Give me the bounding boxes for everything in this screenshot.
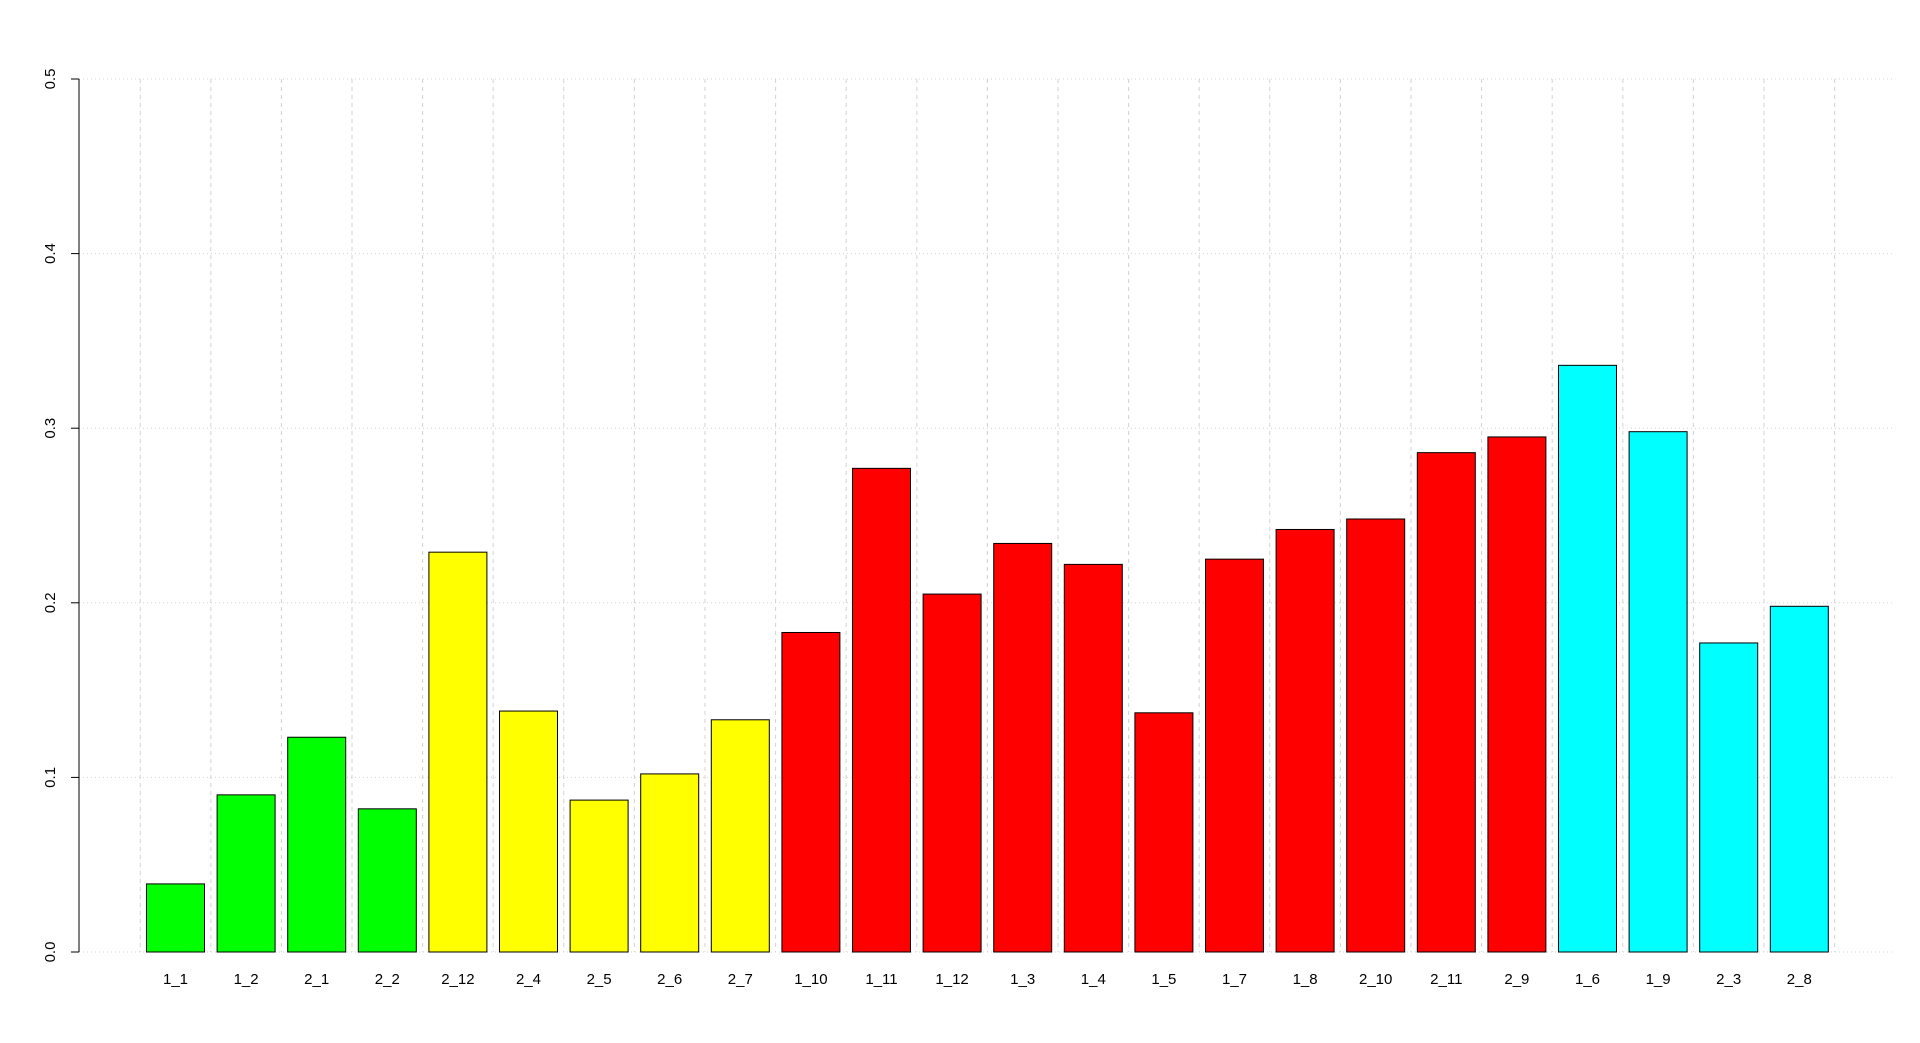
x-tick-label: 1_10 — [794, 971, 827, 988]
bar-2_12 — [428, 551, 488, 953]
grid-lines — [79, 78, 1895, 953]
bar-1_5 — [1134, 712, 1194, 953]
x-tick-label: 2_7 — [728, 971, 753, 988]
bar-1_6 — [1558, 364, 1617, 953]
bar-2_11 — [1416, 452, 1476, 953]
x-tick-label: 1_2 — [234, 971, 259, 988]
bars-group — [146, 364, 1829, 953]
bar-1_2 — [216, 794, 276, 953]
bar-1_4 — [1063, 563, 1123, 953]
x-tick-label: 1_11 — [865, 971, 897, 988]
x-tick-label: 1_3 — [1010, 971, 1035, 988]
bar-2_9 — [1487, 436, 1547, 953]
bar-2_7 — [710, 719, 770, 953]
bar-2_2 — [357, 808, 417, 953]
x-tick-label: 1_9 — [1646, 971, 1671, 988]
x-tick-label: 1_5 — [1151, 971, 1176, 988]
x-tick-label: 2_11 — [1430, 971, 1462, 988]
x-tick-label: 1_8 — [1293, 971, 1318, 988]
y-axis: 0.0 0.1 0.2 0.3 0.4 0.5 — [42, 69, 80, 963]
bar-2_3 — [1699, 642, 1759, 953]
bar-2_8 — [1769, 605, 1829, 953]
y-tick-label: 0.3 — [42, 418, 59, 439]
bar-2_4 — [499, 710, 558, 953]
x-tick-label: 2_10 — [1359, 971, 1392, 988]
bar-2_6 — [640, 773, 700, 953]
bar-1_3 — [993, 542, 1053, 953]
y-tick-label: 0.4 — [42, 243, 59, 264]
bar-1_12 — [922, 593, 982, 953]
y-tick-label: 0.1 — [42, 767, 59, 788]
bar-1_1 — [146, 883, 205, 953]
y-tick-label: 0.5 — [42, 69, 59, 90]
x-tick-label: 2_1 — [304, 971, 329, 988]
x-tick-label: 2_8 — [1787, 971, 1812, 988]
x-tick-label: 1_1 — [163, 971, 188, 988]
x-tick-label: 2_6 — [657, 971, 682, 988]
x-tick-label: 2_4 — [516, 971, 541, 988]
x-tick-label: 2_3 — [1716, 971, 1741, 988]
y-tick-label: 0.2 — [42, 592, 59, 613]
x-tick-label: 2_5 — [587, 971, 612, 988]
bar-1_11 — [852, 467, 911, 953]
bar-1_9 — [1628, 431, 1688, 953]
bar-2_10 — [1346, 518, 1406, 953]
bar-2_5 — [569, 799, 629, 953]
x-axis-labels: 1_1 1_2 2_1 2_2 2_12 2_4 2_5 2_6 2_7 1_10 1_11 1_12… — [163, 971, 1812, 988]
bar-1_10 — [781, 631, 841, 953]
x-tick-label: 2_12 — [441, 971, 474, 988]
x-tick-label: 1_4 — [1081, 971, 1106, 988]
x-tick-label: 1_6 — [1575, 971, 1600, 988]
bar-2_1 — [287, 736, 347, 953]
bar-1_8 — [1275, 528, 1335, 953]
x-tick-label: 1_7 — [1222, 971, 1247, 988]
y-tick-label: 0.0 — [42, 942, 59, 963]
bar-1_7 — [1205, 558, 1264, 953]
x-tick-label: 2_2 — [375, 971, 400, 988]
x-tick-label: 2_9 — [1504, 971, 1529, 988]
x-tick-label: 1_12 — [935, 971, 968, 988]
